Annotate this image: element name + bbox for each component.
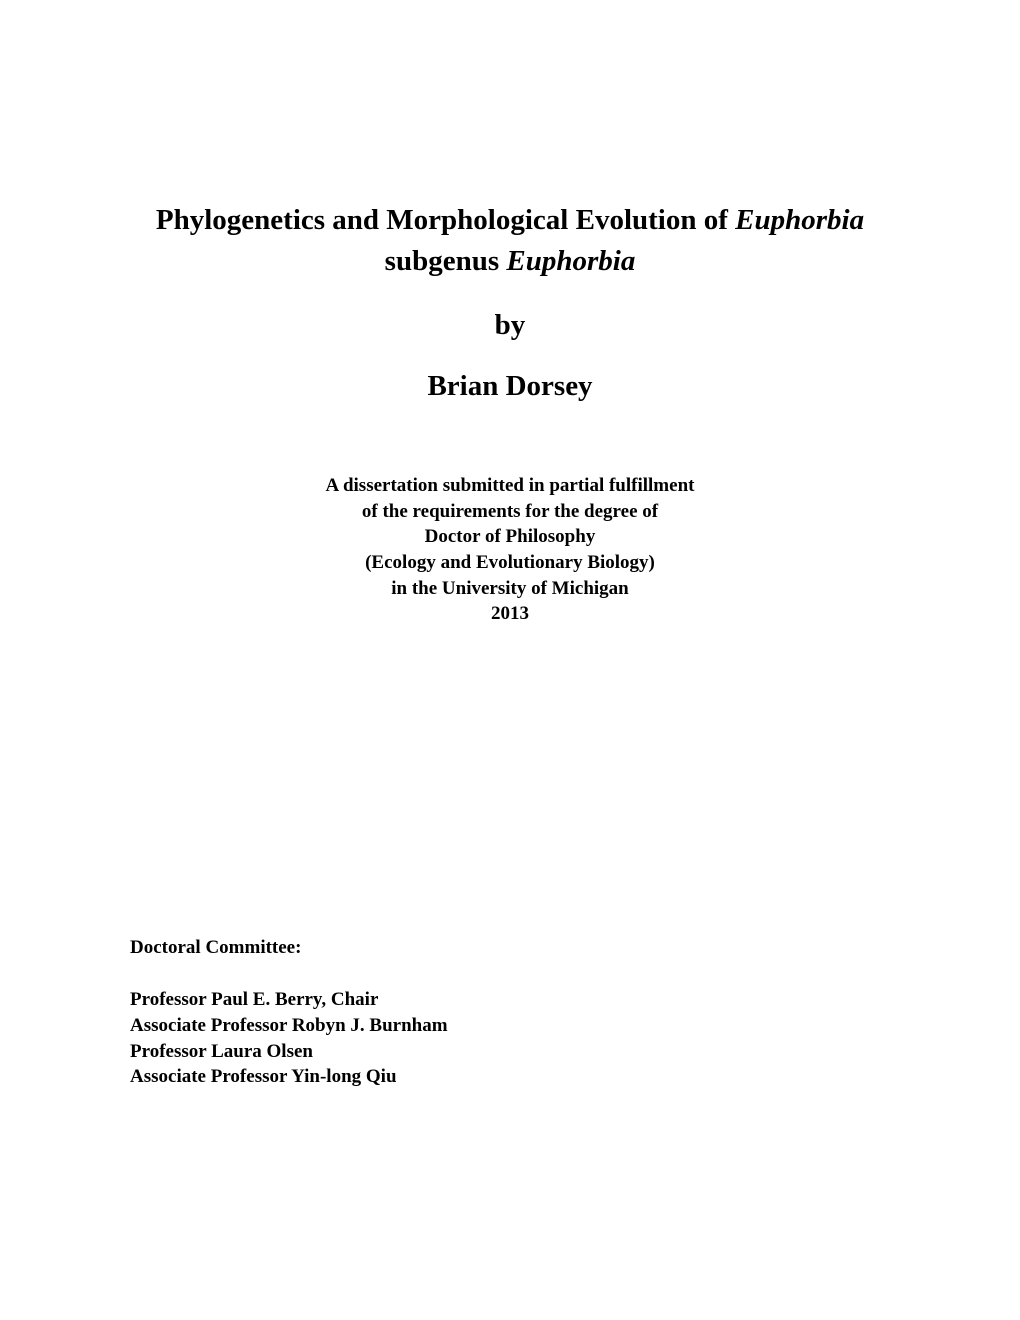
title-text-1: Phylogenetics and Morphological Evolutio… — [156, 204, 735, 236]
committee-heading: Doctoral Committee: — [130, 937, 448, 959]
committee-member-2: Associate Professor Robyn J. Burnham — [130, 1013, 448, 1039]
committee-member-4: Associate Professor Yin-long Qiu — [130, 1064, 448, 1090]
dissertation-subtitle: A dissertation submitted in partial fulf… — [130, 473, 890, 627]
by-label: by — [130, 309, 890, 342]
committee-member-1: Professor Paul E. Berry, Chair — [130, 987, 448, 1013]
dissertation-title: Phylogenetics and Morphological Evolutio… — [130, 200, 890, 281]
title-italic-1: Euphorbia — [735, 204, 864, 236]
subtitle-line-5: in the University of Michigan — [130, 576, 890, 602]
committee-member-3: Professor Laura Olsen — [130, 1039, 448, 1065]
subtitle-line-1: A dissertation submitted in partial fulf… — [130, 473, 890, 499]
subtitle-line-6: 2013 — [130, 601, 890, 627]
subtitle-line-4: (Ecology and Evolutionary Biology) — [130, 550, 890, 576]
doctoral-committee: Doctoral Committee: Professor Paul E. Be… — [130, 937, 448, 1090]
author-name: Brian Dorsey — [130, 370, 890, 403]
subtitle-line-2: of the requirements for the degree of — [130, 499, 890, 525]
title-text-2: subgenus — [385, 245, 507, 277]
subtitle-line-3: Doctor of Philosophy — [130, 524, 890, 550]
title-line-2: subgenus Euphorbia — [130, 241, 890, 282]
title-italic-2: Euphorbia — [506, 245, 635, 277]
title-line-1: Phylogenetics and Morphological Evolutio… — [130, 200, 890, 241]
